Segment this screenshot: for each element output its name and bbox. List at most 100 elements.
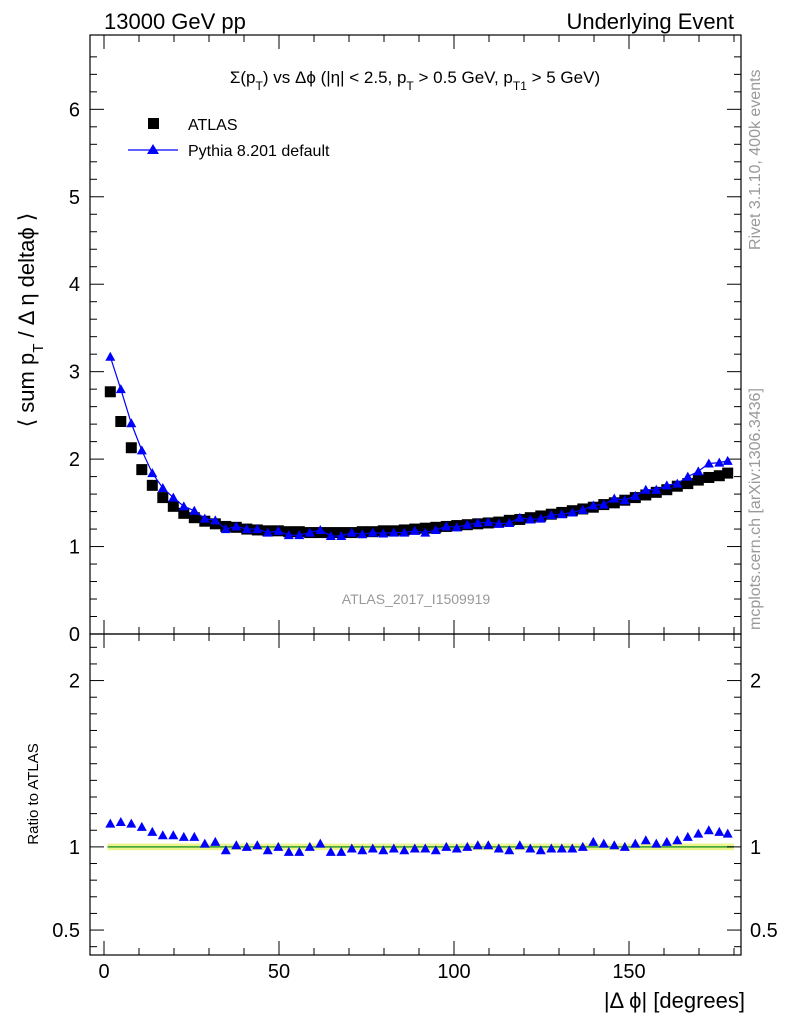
- pythia-ratio-point: [451, 843, 462, 853]
- pythia-point: [462, 519, 473, 529]
- pythia-ratio-point: [367, 843, 378, 853]
- title-sub-a: T: [256, 79, 264, 93]
- pythia-point: [703, 458, 714, 468]
- pythia-ratio-point: [210, 836, 221, 846]
- ratio-y-tick-label: 1: [69, 837, 80, 859]
- pythia-point: [178, 501, 189, 511]
- main-y-tick-label: 2: [69, 449, 80, 471]
- pythia-point: [231, 521, 242, 531]
- ratio-band: [107, 843, 734, 851]
- pythia-ratio-point: [388, 843, 399, 853]
- ratio-y-axis-label: Ratio to ATLAS: [25, 743, 42, 844]
- ratio-y-tick-label: 0.5: [52, 920, 80, 942]
- pythia-point: [147, 468, 158, 478]
- pythia-point: [105, 351, 116, 361]
- ratio-y-tick-label-right: 1: [750, 837, 761, 859]
- pythia-point: [619, 495, 630, 505]
- pythia-ratio-point: [157, 830, 168, 840]
- rivet-label: Rivet 3.1.10, 400k events: [747, 69, 764, 250]
- pythia-ratio-point: [462, 841, 473, 851]
- pythia-point: [399, 527, 410, 537]
- ratio-axis-ticks: 0.5 0.5 1 1 2 2 0 50 100 150: [52, 634, 778, 983]
- pythia-point: [420, 527, 431, 537]
- legend-marker-atlas: [148, 118, 159, 129]
- main-title: Σ(pT) vs Δϕ (|η| < 2.5, pT > 0.5 GeV, pT…: [230, 68, 600, 93]
- pythia-point: [525, 514, 536, 524]
- main-y-tick-label: 0: [69, 624, 80, 646]
- ylabel-part-b: / Δ η deltaϕ ⟩: [14, 213, 39, 344]
- atlas-point: [104, 386, 116, 398]
- pythia-point: [294, 530, 305, 540]
- pythia-point: [535, 513, 546, 523]
- pythia-ratio-point: [420, 843, 431, 853]
- pythia-point: [640, 484, 651, 494]
- atlas-point: [115, 416, 127, 428]
- header-left: 13000 GeV pp: [104, 9, 246, 34]
- pythia-ratio-point: [357, 845, 368, 855]
- x-tick-label: 0: [98, 961, 109, 983]
- atlas-point: [703, 471, 715, 483]
- pythia-ratio-point: [672, 835, 683, 845]
- pythia-ratio-point: [220, 845, 231, 855]
- pythia-point: [556, 509, 567, 519]
- pythia-ratio-point: [399, 845, 410, 855]
- pythia-point: [168, 492, 179, 502]
- pythia-point: [588, 500, 599, 510]
- pythia-ratio-point: [493, 843, 504, 853]
- title-part-a: Σ(p: [230, 68, 256, 87]
- atlas-point: [661, 484, 673, 496]
- atlas-point: [125, 442, 137, 454]
- pythia-ratio-point: [693, 828, 704, 838]
- pythia-ratio-point: [168, 830, 179, 840]
- pythia-ratio-point: [346, 843, 357, 853]
- pythia-point: [609, 493, 620, 503]
- pythia-ratio-point: [703, 825, 714, 835]
- pythia-ratio-point: [514, 840, 525, 850]
- atlas-point: [136, 464, 148, 476]
- pythia-point: [241, 524, 252, 534]
- pythia-line: [109, 356, 728, 537]
- pythia-point: [430, 524, 441, 534]
- pythia-ratio-point: [273, 841, 284, 851]
- pythia-point: [546, 510, 557, 520]
- pythia-ratio-point: [262, 845, 273, 855]
- pythia-point: [220, 524, 231, 534]
- pythia-ratio-point: [115, 816, 126, 826]
- pythia-point: [367, 527, 378, 537]
- atlas-point: [682, 478, 694, 490]
- pythia-ratio-point: [525, 843, 536, 853]
- pythia-point: [252, 524, 263, 534]
- pythia-point: [483, 517, 494, 527]
- main-axis-ticks: 0 1 2 3 4 5 6: [69, 35, 741, 646]
- pythia-ratio-point: [378, 845, 389, 855]
- legend-marker-pythia: [147, 144, 159, 154]
- pythia-ratio-point: [472, 840, 483, 850]
- pythia-point: [304, 527, 315, 537]
- pythia-point: [273, 525, 284, 535]
- pythia-point: [157, 482, 168, 492]
- main-y-tick-label: 1: [69, 537, 80, 559]
- pythia-ratio-point: [136, 821, 147, 831]
- pythia-ratio-point: [315, 838, 326, 848]
- ratio-y-tick-label-right: 2: [750, 671, 761, 693]
- ratio-y-tick-label: 2: [69, 671, 80, 693]
- ratio-frame: [89, 633, 742, 956]
- x-axis-label: |Δ ϕ| [degrees]: [604, 988, 745, 1013]
- title-part-c: > 0.5 GeV, p: [414, 68, 513, 87]
- pythia-ratio-point: [609, 840, 620, 850]
- pythia-ratio-point: [336, 846, 347, 856]
- pythia-point: [714, 457, 725, 467]
- ylabel-part-a: ⟨ sum p: [14, 353, 39, 428]
- main-y-tick-label: 6: [69, 99, 80, 121]
- atlas-point: [608, 497, 620, 509]
- pythia-point: [514, 512, 525, 522]
- ratio-panel: 0.5 0.5 1 1 2 2 0 50 100 150 Ratio to ATLAS |Δ ϕ|…: [25, 633, 778, 1013]
- pythia-ratio-point: [483, 840, 494, 850]
- pythia-ratio-point: [651, 838, 662, 848]
- pythia-point: [210, 515, 221, 525]
- main-y-tick-label: 4: [69, 274, 80, 296]
- pythia-point: [315, 524, 326, 534]
- pythia-ratio-point: [546, 843, 557, 853]
- pythia-ratio-point: [409, 843, 420, 853]
